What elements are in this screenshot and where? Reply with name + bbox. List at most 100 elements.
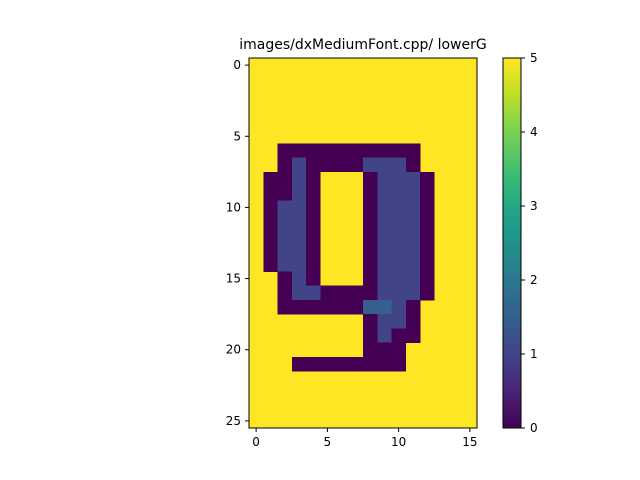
heatmap-cell bbox=[391, 257, 407, 272]
heatmap-cell bbox=[306, 171, 321, 187]
heatmap-cell bbox=[405, 228, 421, 244]
heatmap-cell bbox=[377, 157, 392, 173]
heatmap-cell bbox=[263, 171, 278, 187]
heatmap-cell bbox=[363, 243, 378, 258]
heatmap-cell bbox=[320, 299, 335, 315]
heatmap-cell bbox=[377, 186, 392, 201]
heatmap-cell bbox=[391, 271, 407, 287]
colorbar-tick-label: 3 bbox=[530, 199, 538, 213]
heatmap-cell bbox=[420, 257, 435, 272]
heatmap-cell bbox=[320, 143, 335, 159]
heatmap-cell bbox=[334, 186, 350, 201]
heatmap-cell bbox=[420, 214, 435, 230]
heatmap-cell bbox=[405, 243, 421, 258]
heatmap-cell bbox=[363, 200, 378, 215]
y-axis: 0 5 10 15 20 25 bbox=[226, 58, 249, 428]
heatmap-cell bbox=[377, 228, 392, 244]
y-tick-label: 20 bbox=[226, 343, 241, 357]
heatmap-cell bbox=[306, 243, 321, 258]
heatmap-cell bbox=[263, 228, 278, 244]
heatmap-cell bbox=[348, 271, 364, 287]
y-tick-label: 25 bbox=[226, 414, 241, 428]
heatmap-cell bbox=[277, 228, 293, 244]
heatmap-cell bbox=[320, 271, 335, 287]
heatmap-cell bbox=[363, 314, 378, 329]
heatmap-cell bbox=[391, 228, 407, 244]
colorbar-tick-label: 2 bbox=[530, 273, 538, 287]
heatmap-cell bbox=[263, 214, 278, 230]
heatmap-cell bbox=[348, 285, 364, 301]
heatmap-cell bbox=[348, 171, 364, 187]
heatmap-cell bbox=[363, 342, 378, 358]
heatmap-cell bbox=[363, 143, 378, 159]
heatmap-cell bbox=[306, 285, 321, 301]
x-tick-label: 0 bbox=[252, 435, 260, 449]
heatmap-cell bbox=[306, 157, 321, 173]
heatmap-cell bbox=[377, 342, 392, 358]
heatmap-cell bbox=[306, 200, 321, 215]
heatmap-cell bbox=[363, 186, 378, 201]
heatmap-cell bbox=[277, 143, 293, 159]
colorbar-tick-label: 5 bbox=[530, 51, 538, 65]
heatmap-cell bbox=[420, 186, 435, 201]
heatmap-cell bbox=[405, 314, 421, 329]
heatmap-cell bbox=[306, 143, 321, 159]
heatmap-cell bbox=[291, 157, 307, 173]
x-tick-label: 10 bbox=[391, 435, 406, 449]
heatmap-cell bbox=[291, 214, 307, 230]
y-tick-label: 10 bbox=[226, 200, 241, 214]
heatmap-cell bbox=[263, 257, 278, 272]
heatmap-cell bbox=[348, 157, 364, 173]
heatmap-cell bbox=[420, 271, 435, 287]
heatmap-cell bbox=[334, 257, 350, 272]
heatmap-cell bbox=[291, 243, 307, 258]
heatmap-cell bbox=[391, 285, 407, 301]
x-tick-label: 5 bbox=[324, 435, 332, 449]
heatmap-cell bbox=[291, 171, 307, 187]
heatmap-cell bbox=[420, 228, 435, 244]
heatmap-cell bbox=[291, 271, 307, 287]
heatmap-cell bbox=[263, 186, 278, 201]
heatmap-cell bbox=[291, 186, 307, 201]
x-tick-label: 15 bbox=[462, 435, 477, 449]
heatmap-cell bbox=[277, 157, 293, 173]
heatmap-cell bbox=[405, 186, 421, 201]
colorbar-tick-label: 0 bbox=[530, 421, 538, 435]
heatmap-cell bbox=[420, 285, 435, 301]
heatmap-cell bbox=[277, 171, 293, 187]
heatmap-cell bbox=[348, 200, 364, 215]
heatmap-cell bbox=[348, 143, 364, 159]
heatmap-cell bbox=[348, 228, 364, 244]
heatmap-cell bbox=[306, 271, 321, 287]
heatmap-cell bbox=[363, 214, 378, 230]
heatmap-cell bbox=[277, 243, 293, 258]
heatmap-cell bbox=[291, 299, 307, 315]
heatmap-cell bbox=[291, 356, 307, 372]
heatmap-cell bbox=[334, 171, 350, 187]
heatmap-cell bbox=[334, 143, 350, 159]
heatmap-cell bbox=[377, 356, 392, 372]
heatmap-cell bbox=[405, 171, 421, 187]
heatmap-cell bbox=[405, 143, 421, 159]
heatmap-cell bbox=[405, 299, 421, 315]
heatmap-cell bbox=[320, 200, 335, 215]
heatmap-cell bbox=[320, 186, 335, 201]
heatmap-cell bbox=[377, 171, 392, 187]
heatmap-cell bbox=[377, 285, 392, 301]
heatmap-cell bbox=[405, 271, 421, 287]
heatmap-cell bbox=[263, 200, 278, 215]
heatmap-cell bbox=[277, 285, 293, 301]
heatmap-cell bbox=[377, 257, 392, 272]
heatmap-cell bbox=[363, 328, 378, 344]
colorbar bbox=[503, 58, 521, 428]
heatmap-cell bbox=[277, 271, 293, 287]
heatmap-cell bbox=[377, 299, 392, 315]
heatmap-cell bbox=[320, 356, 335, 372]
heatmap-cell bbox=[363, 157, 378, 173]
heatmap-cell bbox=[391, 342, 407, 358]
heatmap-cell bbox=[405, 157, 421, 173]
heatmap-cell bbox=[348, 299, 364, 315]
heatmap-cell bbox=[405, 328, 421, 344]
heatmap-cell bbox=[363, 271, 378, 287]
